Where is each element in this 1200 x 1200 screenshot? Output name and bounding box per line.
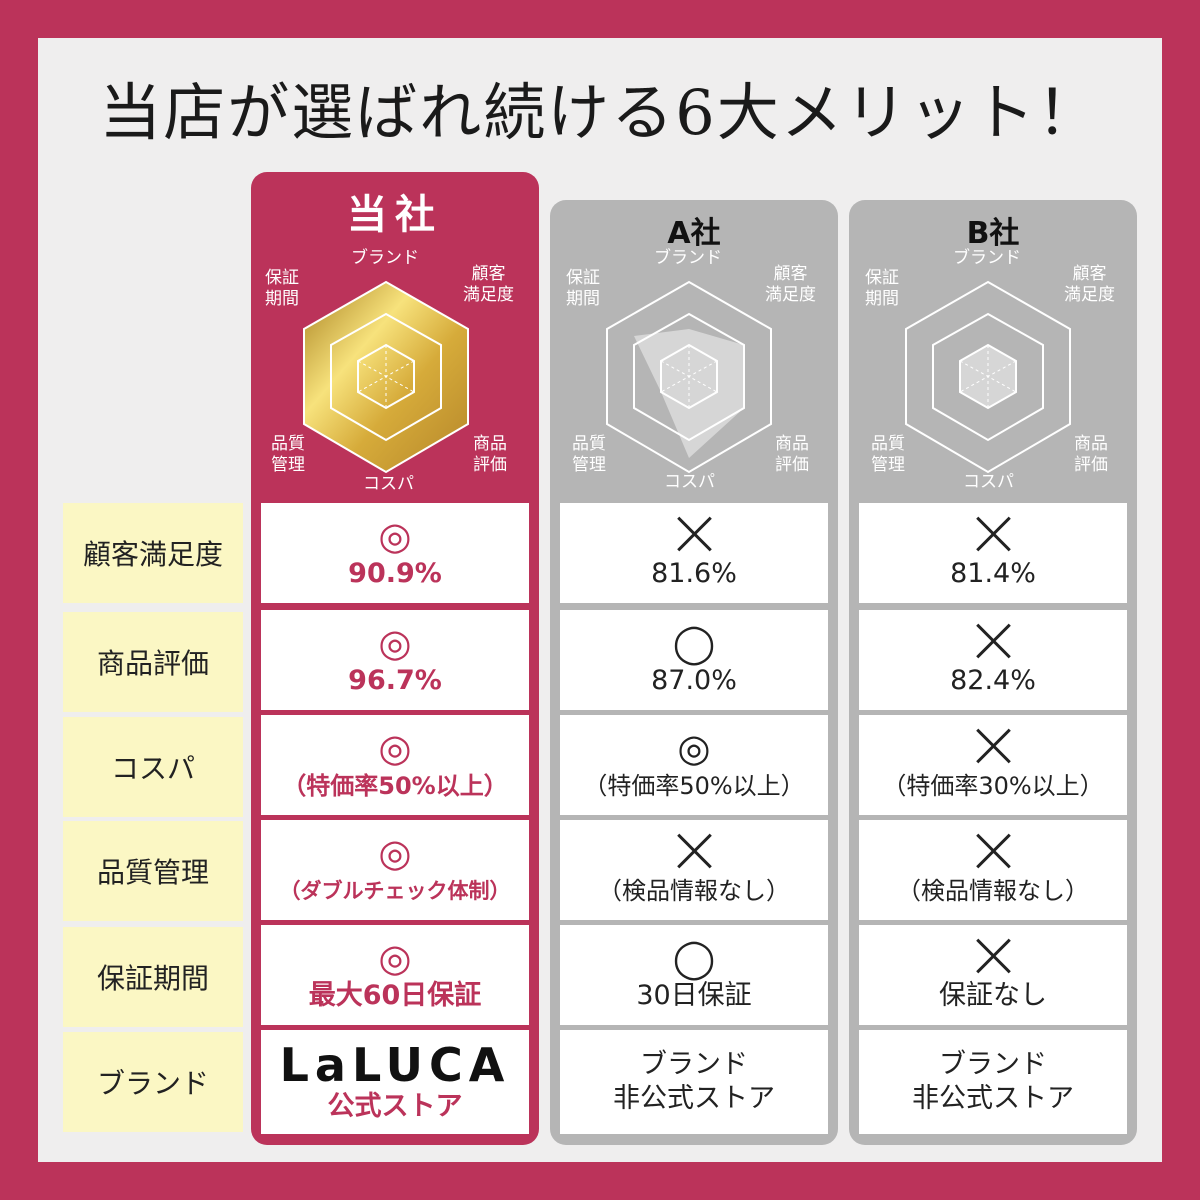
- cell-us-quality: ◎ （ダブルチェック体制）: [261, 820, 529, 920]
- cross-icon: [974, 622, 1012, 660]
- column-heading: B社: [966, 216, 1020, 251]
- cross-icon: [974, 727, 1012, 765]
- radar-label-review: 商品 評価: [1074, 434, 1108, 475]
- cell-us-warranty: ◎ 最大60日保証: [261, 925, 529, 1025]
- cell-a-review: ◯ 87.0%: [560, 610, 828, 710]
- cross-icon: [675, 515, 713, 553]
- radar-chart-company-b: [905, 280, 1071, 474]
- cross-icon: [974, 937, 1012, 975]
- cell-us-cost: ◎ （特価率50%以上）: [261, 715, 529, 815]
- cell-value: 82.4%: [950, 665, 1036, 696]
- row-label-brand: ブランド: [63, 1032, 243, 1132]
- radar-label-brand: ブランド: [351, 248, 419, 268]
- column-heading: A社: [667, 216, 721, 251]
- double-circle-icon: ◎: [378, 726, 412, 770]
- cell-value-line2: 非公式ストア: [613, 1083, 775, 1114]
- cell-us-review: ◎ 96.7%: [261, 610, 529, 710]
- cell-value-line2: 非公式ストア: [912, 1083, 1074, 1114]
- radar-label-quality: 品質 管理: [271, 434, 305, 475]
- cell-value-line1: ブランド: [640, 1049, 748, 1080]
- double-circle-icon: ◎: [677, 726, 711, 770]
- cell-value: 最大60日保証: [308, 980, 482, 1011]
- circle-icon: ◯: [672, 621, 716, 665]
- cell-value: （特価率30%以上）: [882, 772, 1104, 800]
- cell-value-line1: ブランド: [939, 1049, 1047, 1080]
- row-label-warranty: 保証期間: [63, 927, 243, 1027]
- cell-value: （ダブルチェック体制）: [279, 879, 511, 903]
- radar-label-review: 商品 評価: [473, 434, 507, 475]
- cell-us-brand: LaLUCA 公式ストア: [261, 1030, 529, 1134]
- radar-label-brand: ブランド: [953, 248, 1021, 268]
- radar-label-warranty: 保証 期間: [865, 268, 899, 309]
- cell-a-brand: ブランド 非公式ストア: [560, 1030, 828, 1134]
- radar-label-satisfaction: 顧客 満足度: [463, 264, 514, 305]
- cross-icon: [974, 515, 1012, 553]
- radar-chart-company-a: [606, 280, 772, 474]
- cell-b-quality: （検品情報なし）: [859, 820, 1127, 920]
- double-circle-icon: ◎: [378, 514, 412, 558]
- radar-chart-our-company: [303, 280, 469, 474]
- cell-value: 81.6%: [651, 558, 737, 589]
- page-title: 当店が選ばれ続ける6大メリット！: [99, 76, 1101, 149]
- row-label-quality: 品質管理: [63, 821, 243, 921]
- row-label-satisfaction: 顧客満足度: [63, 503, 243, 603]
- cell-value: 87.0%: [651, 665, 737, 696]
- cell-a-satisfaction: 81.6%: [560, 503, 828, 603]
- radar-label-quality: 品質 管理: [572, 434, 606, 475]
- row-label-cost: コスパ: [63, 717, 243, 817]
- radar-label-quality: 品質 管理: [871, 434, 905, 475]
- cell-value: 90.9%: [348, 558, 442, 589]
- cell-a-warranty: ◯ 30日保証: [560, 925, 828, 1025]
- radar-label-warranty: 保証 期間: [566, 268, 600, 309]
- brand-logo: LaLUCA: [279, 1038, 511, 1092]
- radar-label-satisfaction: 顧客 満足度: [765, 264, 816, 305]
- cell-value: （特価率50%以上）: [583, 772, 805, 800]
- cell-value: 公式ストア: [327, 1091, 463, 1122]
- double-circle-icon: ◎: [378, 621, 412, 665]
- cell-value: （検品情報なし）: [897, 877, 1089, 905]
- column-heading: 当社: [347, 192, 443, 238]
- cell-value: 30日保証: [636, 980, 752, 1011]
- radar-label-cost: コスパ: [363, 474, 414, 494]
- double-circle-icon: ◎: [378, 831, 412, 875]
- cross-icon: [675, 832, 713, 870]
- cell-value: （特価率50%以上）: [282, 772, 508, 800]
- cell-b-cost: （特価率30%以上）: [859, 715, 1127, 815]
- cell-value: 81.4%: [950, 558, 1036, 589]
- cell-value: （検品情報なし）: [598, 877, 790, 905]
- cell-value: 96.7%: [348, 665, 442, 696]
- radar-label-warranty: 保証 期間: [265, 268, 299, 309]
- radar-label-brand: ブランド: [654, 248, 722, 268]
- double-circle-icon: ◎: [378, 936, 412, 980]
- radar-label-cost: コスパ: [664, 472, 715, 492]
- cell-a-quality: （検品情報なし）: [560, 820, 828, 920]
- cell-b-warranty: 保証なし: [859, 925, 1127, 1025]
- radar-label-review: 商品 評価: [775, 434, 809, 475]
- cell-b-satisfaction: 81.4%: [859, 503, 1127, 603]
- circle-icon: ◯: [672, 936, 716, 980]
- cell-b-brand: ブランド 非公式ストア: [859, 1030, 1127, 1134]
- radar-label-cost: コスパ: [963, 472, 1014, 492]
- cell-us-satisfaction: ◎ 90.9%: [261, 503, 529, 603]
- cross-icon: [974, 832, 1012, 870]
- row-label-review: 商品評価: [63, 612, 243, 712]
- cell-a-cost: ◎ （特価率50%以上）: [560, 715, 828, 815]
- radar-label-satisfaction: 顧客 満足度: [1064, 264, 1115, 305]
- cell-value: 保証なし: [939, 980, 1047, 1011]
- cell-b-review: 82.4%: [859, 610, 1127, 710]
